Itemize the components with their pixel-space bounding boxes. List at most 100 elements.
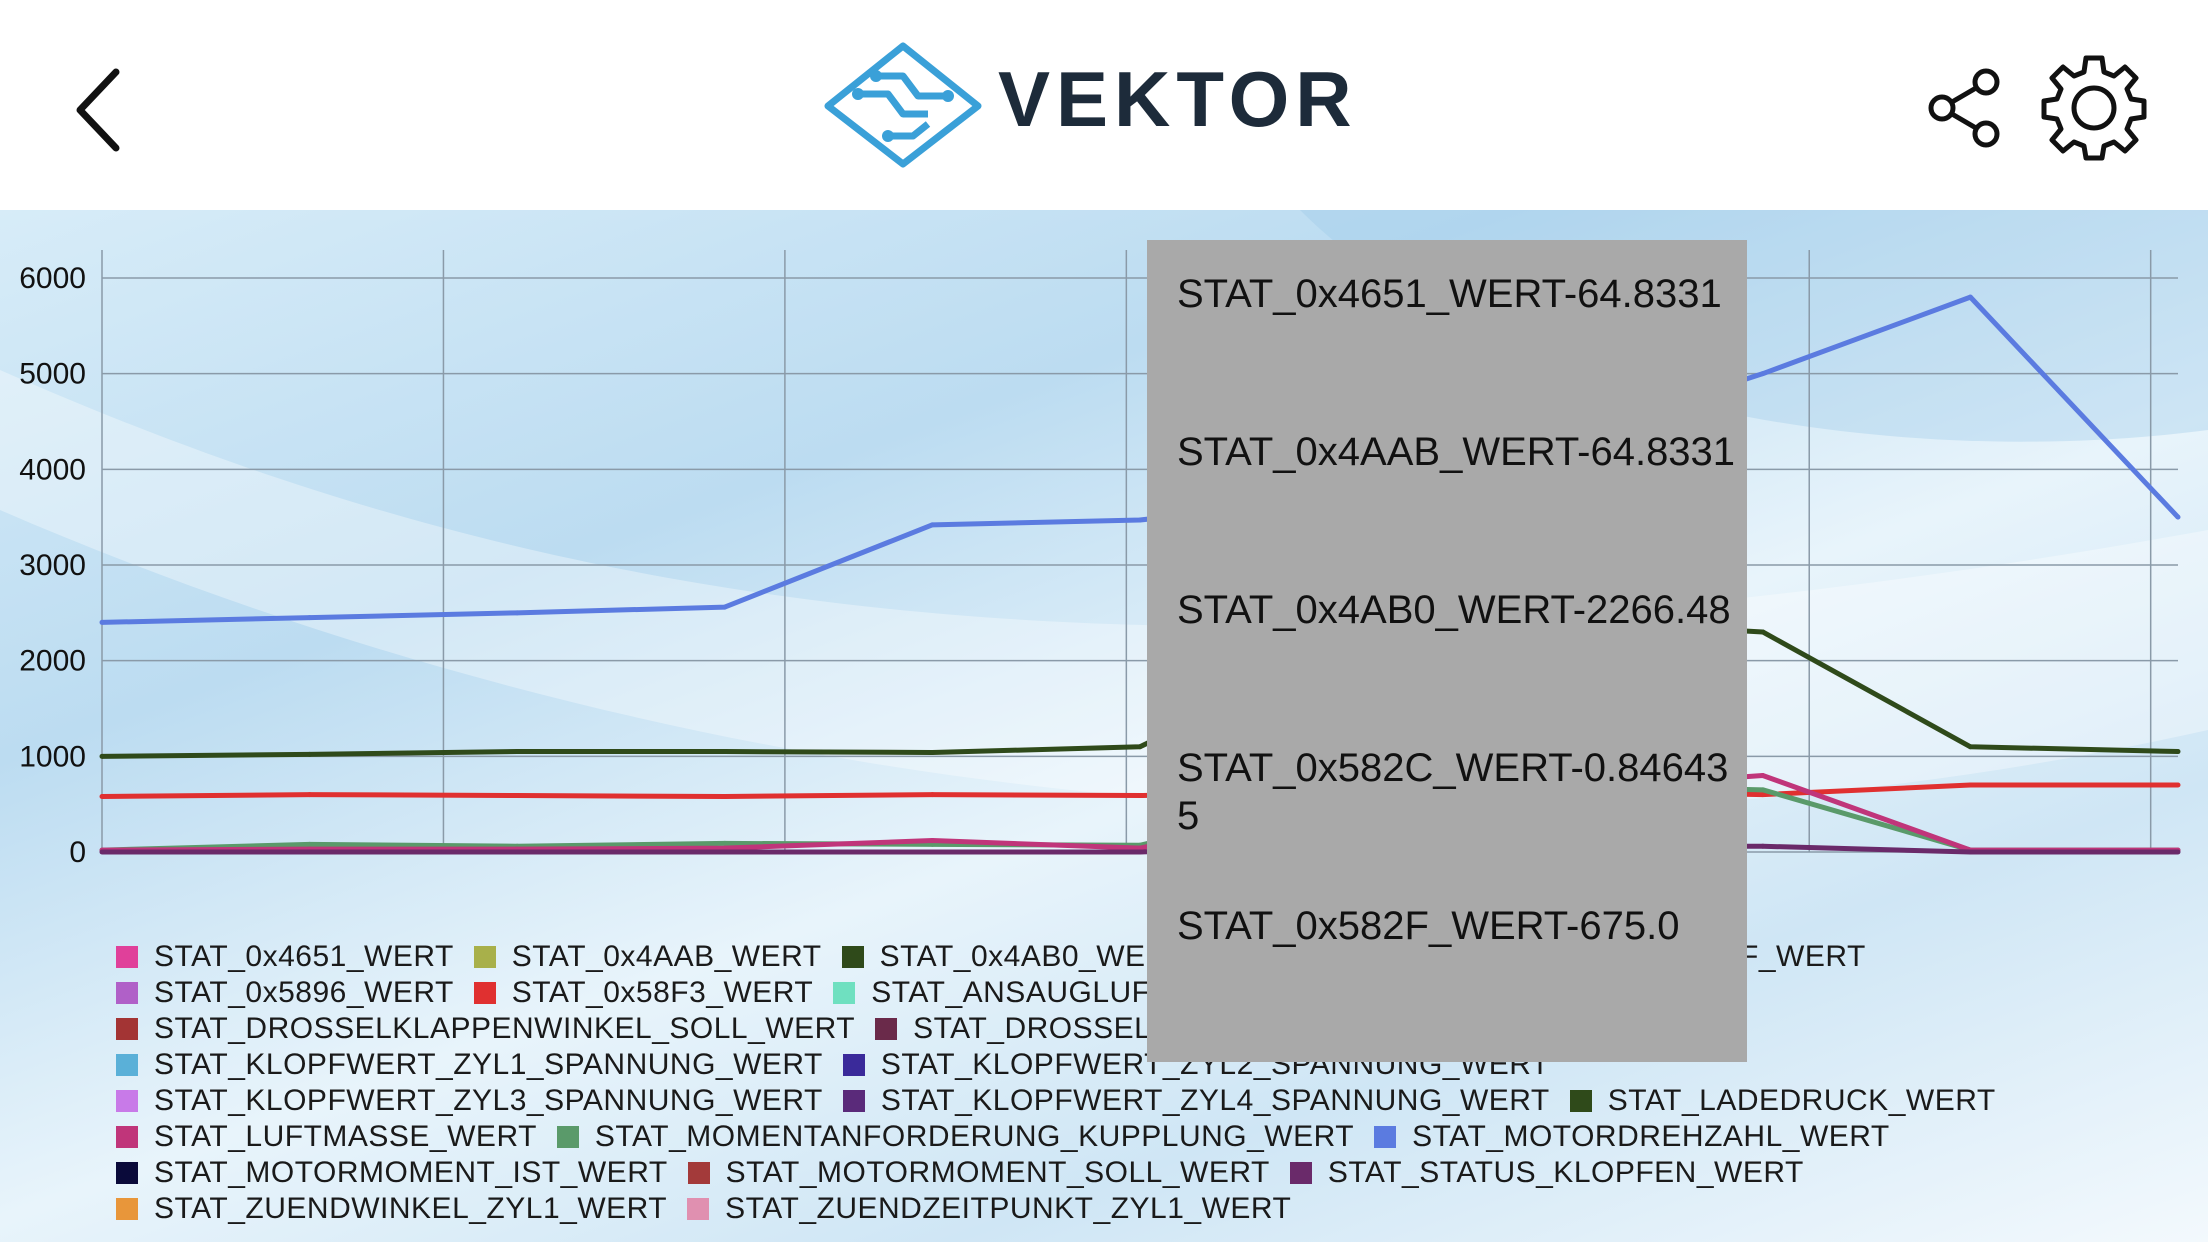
legend-item[interactable]: STAT_LADEDRUCK_WERT: [1569, 1084, 1996, 1118]
data-point[interactable]: [99, 619, 105, 625]
data-point[interactable]: [514, 749, 520, 755]
legend-row: STAT_KLOPFWERT_ZYL3_SPANNUNG_WERT STAT_KL…: [116, 1084, 2196, 1120]
data-point[interactable]: [722, 845, 728, 851]
data-point[interactable]: [307, 849, 313, 855]
legend-label: STAT_DROSSELKLAPPENWINKEL_SOLL_WERT: [154, 1012, 856, 1045]
data-point[interactable]: [929, 841, 935, 847]
legend-item[interactable]: STAT_0x4AB0_WERT: [841, 940, 1186, 974]
data-point[interactable]: [1760, 787, 1766, 793]
legend-item[interactable]: STAT_KLOPFWERT_ZYL3_SPANNUNG_WERT: [116, 1084, 823, 1118]
data-point[interactable]: [1967, 294, 1973, 300]
data-point[interactable]: [307, 792, 313, 798]
legend-swatch: [116, 946, 138, 968]
legend-item[interactable]: STAT_0x5896_WERT: [116, 976, 454, 1010]
legend-swatch: [116, 1162, 138, 1184]
data-point[interactable]: [1137, 517, 1143, 523]
legend-item[interactable]: STAT_ZUENDZEITPUNKT_ZYL1_WERT: [687, 1192, 1291, 1226]
data-point[interactable]: [1760, 843, 1766, 849]
data-point[interactable]: [1137, 744, 1143, 750]
data-point[interactable]: [1760, 772, 1766, 778]
data-point[interactable]: [929, 792, 935, 798]
legend-swatch: [1374, 1126, 1397, 1148]
data-point[interactable]: [2175, 749, 2181, 755]
legend-item[interactable]: STAT_DROSSELKL: [875, 1012, 1189, 1046]
data-point[interactable]: [514, 849, 520, 855]
y-tick-label: 0: [69, 836, 86, 869]
legend-swatch: [1569, 1090, 1592, 1112]
data-point[interactable]: [99, 849, 105, 855]
legend-item[interactable]: STAT_KLOPFWERT_ZYL1_SPANNUNG_WERT: [116, 1048, 823, 1082]
legend-swatch: [842, 1090, 865, 1112]
data-point[interactable]: [1760, 792, 1766, 798]
y-tick-label: 4000: [19, 453, 86, 486]
data-point[interactable]: [1137, 845, 1143, 851]
logo-mark-icon: [824, 42, 982, 168]
legend-item[interactable]: STAT_0x58F3_WERT: [473, 976, 814, 1010]
data-point[interactable]: [929, 522, 935, 528]
legend-item[interactable]: STAT_MOTORMOMENT_IST_WERT: [116, 1156, 668, 1190]
legend-swatch: [116, 1126, 138, 1148]
legend-label: STAT_MOMENTANFORDERUNG_KUPPLUNG_WERT: [594, 1120, 1355, 1153]
data-point[interactable]: [2175, 514, 2181, 520]
data-point[interactable]: [1967, 849, 1973, 855]
data-point[interactable]: [307, 841, 313, 847]
legend-label: STAT_MOTORDREHZAHL_WERT: [1412, 1120, 1890, 1153]
legend-label: STAT_0x4651_WERT: [154, 940, 454, 973]
legend-item[interactable]: STAT_STATUS_KLOPFEN_WERT: [1289, 1156, 1804, 1190]
legend-label: STAT_DROSSELKL: [913, 1012, 1190, 1045]
legend-item[interactable]: STAT_ANSAUGLUFT: [833, 976, 1169, 1010]
data-point[interactable]: [1967, 744, 1973, 750]
legend-item[interactable]: STAT_MOMENTANFORDERUNG_KUPPLUNG_WERT: [556, 1120, 1355, 1154]
data-point[interactable]: [1967, 782, 1973, 788]
legend-item[interactable]: STAT_MOTORMOMENT_SOLL_WERT: [687, 1156, 1270, 1190]
data-point[interactable]: [929, 849, 935, 855]
data-point[interactable]: [1760, 371, 1766, 377]
data-point[interactable]: [2175, 849, 2181, 855]
data-point[interactable]: [307, 615, 313, 621]
legend-item[interactable]: STAT_0x4651_WERT: [116, 940, 454, 974]
tooltip-entry: STAT_0x4651_WERT-64.8331: [1177, 272, 1722, 316]
data-point[interactable]: [722, 604, 728, 610]
legend-swatch: [687, 1162, 710, 1184]
legend-swatch: [116, 1018, 138, 1040]
legend-item[interactable]: STAT_MOTORDREHZAHL_WERT: [1374, 1120, 1890, 1154]
data-point[interactable]: [722, 794, 728, 800]
legend-label: STAT_ANSAUGLUFT: [871, 976, 1170, 1009]
legend-label: STAT_ZUENDWINKEL_ZYL1_WERT: [154, 1192, 668, 1225]
legend-item[interactable]: STAT_LUFTMASSE_WERT: [116, 1120, 537, 1154]
legend-label: STAT_KLOPFWERT_ZYL4_SPANNUNG_WERT: [880, 1084, 1550, 1117]
data-point[interactable]: [929, 838, 935, 844]
legend-item[interactable]: F_WERT: [1740, 940, 1866, 974]
legend-item[interactable]: STAT_ZUENDWINKEL_ZYL1_WERT: [116, 1192, 667, 1226]
data-point[interactable]: [1137, 849, 1143, 855]
data-point[interactable]: [929, 750, 935, 756]
data-point[interactable]: [514, 610, 520, 616]
legend-item[interactable]: STAT_0x4AAB_WERT: [473, 940, 822, 974]
data-point[interactable]: [722, 749, 728, 755]
legend-label: F_WERT: [1740, 940, 1866, 973]
share-button[interactable]: [1924, 66, 2008, 150]
data-point[interactable]: [1137, 793, 1143, 799]
data-point[interactable]: [307, 751, 313, 757]
legend-swatch: [473, 946, 496, 968]
data-point[interactable]: [722, 840, 728, 846]
legend-swatch: [687, 1198, 710, 1220]
legend-row: STAT_0x5896_WERT STAT_0x58F3_WERT STAT_ANS…: [116, 976, 2196, 1012]
data-point[interactable]: [99, 753, 105, 759]
background-swoosh: [0, 370, 2208, 812]
data-point[interactable]: [722, 849, 728, 855]
data-point[interactable]: [2175, 782, 2181, 788]
back-button[interactable]: [58, 60, 138, 160]
chart-panel[interactable]: 6000 5000 4000 3000 2000 1000 0 STAT_0x4651_WE…: [0, 210, 2208, 1242]
settings-button[interactable]: [2036, 50, 2152, 166]
legend-label: STAT_0x58F3_WERT: [511, 976, 814, 1009]
legend-label: STAT_0x4AAB_WERT: [511, 940, 822, 973]
gear-icon: [2041, 55, 2147, 161]
data-point[interactable]: [99, 794, 105, 800]
legend-item[interactable]: STAT_DROSSELKLAPPENWINKEL_SOLL_WERT: [116, 1012, 855, 1046]
legend-item[interactable]: STAT_KLOPFWERT_ZYL4_SPANNUNG_WERT: [842, 1084, 1550, 1118]
data-point[interactable]: [514, 793, 520, 799]
y-tick-label: 2000: [19, 645, 86, 678]
legend-label: STAT_LUFTMASSE_WERT: [154, 1120, 537, 1153]
data-point[interactable]: [1760, 629, 1766, 635]
